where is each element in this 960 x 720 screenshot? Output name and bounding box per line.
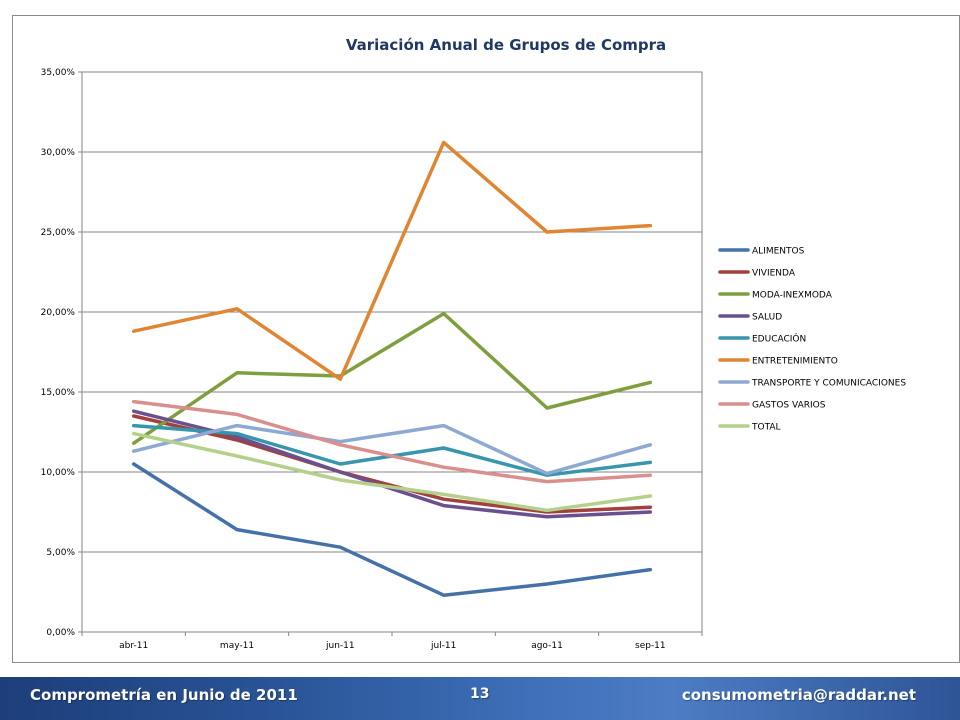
legend: ALIMENTOS VIVIENDA MODA-INEXMODA SALUD EDUCA… [718, 247, 906, 433]
x-tick-label: jul-11 [430, 641, 456, 651]
series-line-moda-inexmoda [131, 311, 653, 445]
plot-lines [131, 140, 653, 597]
y-tick-label: 10,00% [41, 468, 76, 478]
y-tick-label: 30,00% [41, 148, 76, 158]
chart-border [12, 15, 960, 663]
chart: Variación Anual de Grupos de Compra 0,00… [12, 15, 960, 663]
footer-bar [0, 677, 960, 720]
series-line-transporte-y-comunicaciones [131, 423, 653, 476]
footer-left-text: Comprometría en Junio de 2011 [30, 686, 298, 704]
chart-title: Variación Anual de Grupos de Compra [346, 36, 666, 54]
x-tick-label: ago-11 [531, 641, 563, 651]
legend-label-educacion: EDUCACIÓN [752, 333, 806, 345]
series-line-alimentos [131, 462, 653, 597]
legend-label-entretenimiento: ENTRETENIMIENTO [752, 357, 838, 367]
footer-email: consumometria@raddar.net [681, 686, 916, 704]
legend-label-alimentos: ALIMENTOS [752, 247, 805, 257]
y-tick-label: 0,00% [46, 628, 75, 638]
x-axis: abr-11 may-11 jun-11 jul-11 ago-11 sep-11 [81, 632, 703, 651]
x-tick-label: abr-11 [119, 641, 148, 651]
legend-label-total: TOTAL [751, 423, 781, 433]
y-tick-label: 15,00% [41, 388, 76, 398]
y-tick-label: 20,00% [41, 308, 76, 318]
series-line-total [131, 431, 653, 513]
y-tick-label: 35,00% [41, 68, 76, 78]
y-tick-label: 5,00% [46, 548, 75, 558]
legend-label-transporte-y-comunicaciones: TRANSPORTE Y COMUNICACIONES [751, 379, 906, 389]
legend-label-vivienda: VIVIENDA [752, 269, 796, 279]
series-line-gastos-varios [131, 399, 653, 484]
page-number: 13 [470, 686, 490, 702]
legend-label-salud: SALUD [752, 313, 782, 323]
legend-label-moda-inexmoda: MODA-INEXMODA [752, 291, 833, 301]
x-tick-label: jun-11 [325, 641, 355, 651]
x-tick-label: sep-11 [635, 641, 666, 651]
legend-label-gastos-varios: GASTOS VARIOS [752, 401, 826, 411]
x-tick-label: may-11 [220, 641, 254, 651]
y-axis: 0,00% 5,00% 10,00% 15,00% 20,00% 25,00% 30,00%… [41, 68, 82, 638]
series-line-entretenimiento [131, 140, 653, 381]
y-tick-label: 25,00% [41, 228, 76, 238]
